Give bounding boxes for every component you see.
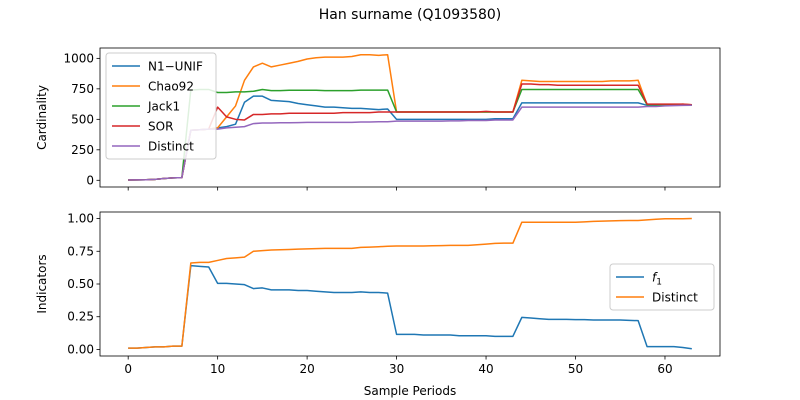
x-tick-label: 50 [568,362,583,376]
cardinality-axes: 0 250 500 750 1000 Cardinality N1−UNIF Chao92 Ja… [35,47,721,191]
axes-frame [99,47,721,188]
legend: N1−UNIF Chao92 Jack1 SOR Distinct [105,52,217,160]
legend-label: N1−UNIF [148,60,203,74]
x-axis-label: Sample Periods [364,384,456,398]
y-tick-label: 1.00 [67,212,94,226]
x-tick-label: 10 [210,362,225,376]
y-tick-label: 0 [86,173,94,187]
legend-label-subscript: 1 [656,278,662,288]
series-line-1-1 [128,217,692,349]
legend-label: SOR [148,120,173,134]
series-line-0-0 [128,95,692,181]
y-tick-label: 500 [71,112,94,126]
legend: f1 Distinct [609,263,715,311]
x-tick-label: 20 [299,362,314,376]
legend-label: Jack1 [147,100,180,114]
series-line-1-0 [128,264,692,350]
legend-box [105,52,217,160]
legend-label: f1 [652,271,662,288]
legend-label: Distinct [148,140,194,154]
x-tick-label: 60 [657,362,672,376]
legend-label: Chao92 [148,80,194,94]
legend-box [609,263,715,311]
x-tick-label: 40 [478,362,493,376]
y-tick-label: 0.25 [67,310,94,324]
x-tick-label: 0 [124,362,132,376]
y-axis-label: Indicators [35,254,49,313]
y-tick-label: 1000 [63,51,94,65]
y-tick-label: 250 [71,143,94,157]
indicators-axes: 0 10 20 30 40 50 60 0.00 0.25 0.50 0.75 1.00 Indicat… [35,212,721,398]
legend-label-f: f [652,271,658,285]
x-tick-label: 30 [389,362,404,376]
figure-title: Han surname (Q1093580) [319,7,502,23]
y-axis-label: Cardinality [35,85,49,150]
series-line-0-3 [128,83,692,181]
series-line-0-4 [128,104,692,181]
legend-label: Distinct [652,291,698,305]
y-tick-label: 0.00 [67,342,94,356]
y-tick-label: 750 [71,82,94,96]
y-tick-label: 0.50 [67,277,94,291]
y-tick-label: 0.75 [67,244,94,258]
